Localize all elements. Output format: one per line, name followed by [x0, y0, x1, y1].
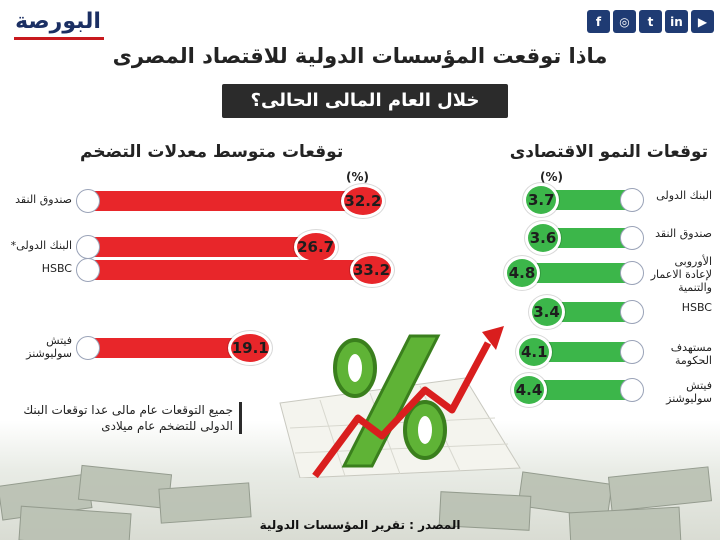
growth-bar — [520, 263, 632, 283]
twitter-icon[interactable]: t — [639, 10, 662, 33]
growth-category-label: صندوق النقد — [655, 227, 712, 240]
growth-category-label: مستهدف الحكومة — [670, 341, 712, 367]
brand-logo-underline — [14, 37, 104, 40]
growth-value-label: 3.6 — [525, 221, 561, 255]
egypt-eagle-icon — [620, 340, 644, 364]
growth-category-label: البنك الدولى — [656, 189, 712, 202]
facebook-icon[interactable]: f — [587, 10, 610, 33]
growth-value-label: 3.7 — [523, 183, 560, 217]
inflation-value-label: 33.2 — [349, 253, 394, 287]
brand-logo-text: البورصة — [15, 9, 101, 34]
inflation-bar — [88, 191, 365, 211]
growth-bar — [544, 302, 632, 322]
inflation-unit: % — [351, 170, 364, 184]
world-bank-icon — [620, 188, 644, 212]
brand-logo[interactable]: البورصة — [8, 6, 108, 42]
growth-value-label: 4.1 — [516, 335, 553, 369]
growth-unit-label: (%) — [540, 170, 563, 184]
ebrd-icon — [620, 261, 644, 285]
page-title: ماذا توقعت المؤسسات الدولية للاقتصاد الم… — [112, 44, 608, 68]
growth-category-label: الأوروبى لإعادة الاعمار والتنمية — [650, 255, 712, 294]
social-links: f ◎ t in ▶ — [587, 10, 714, 33]
inflation-value-label: 32.2 — [340, 184, 385, 218]
subtitle-box — [222, 84, 508, 118]
imf-icon — [620, 226, 644, 250]
inflation-unit-label: (%) — [346, 170, 369, 184]
inflation-category-label: HSBC — [41, 262, 72, 275]
money-pile-decoration — [0, 464, 713, 540]
growth-category-label: HSBC — [681, 301, 712, 314]
growth-category-label: فيتش سوليوشنز — [666, 379, 712, 405]
linkedin-icon[interactable]: in — [665, 10, 688, 33]
trend-arrow-decoration — [312, 326, 504, 478]
growth-bar — [527, 380, 632, 400]
growth-chart-title: توقعات النمو الاقتصادى — [509, 142, 708, 162]
growth-value-label: 4.8 — [504, 256, 540, 290]
hsbc-icon — [76, 258, 100, 282]
growth-bar — [539, 190, 632, 210]
percent-arrow-illustration — [279, 326, 521, 478]
inflation-value-label: 26.7 — [293, 230, 338, 264]
growth-unit: % — [545, 170, 558, 184]
fitch-icon — [620, 378, 644, 402]
inflation-chart-title: توقعات متوسط معدلات التضخم — [80, 142, 344, 162]
youtube-icon[interactable]: ▶ — [691, 10, 714, 33]
footnote: جميع التوقعات عام مالى عدا توقعات البنك … — [6, 402, 242, 434]
hsbc-icon — [620, 300, 644, 324]
imf-icon — [76, 189, 100, 213]
source-credit: المصدر : تقرير المؤسسات الدولية — [259, 518, 461, 532]
inflation-bar — [88, 237, 318, 257]
inflation-category-label: صندوق النقد — [15, 193, 72, 206]
fitch-icon — [76, 336, 100, 360]
instagram-icon[interactable]: ◎ — [613, 10, 636, 33]
inflation-bar — [88, 338, 253, 358]
inflation-value-label: 19.1 — [228, 331, 273, 365]
page-subtitle: خلال العام المالى الحالى؟ — [250, 90, 480, 111]
inflation-category-label: البنك الدولى* — [10, 239, 72, 252]
world-bank-icon — [76, 235, 100, 259]
growth-value-label: 3.4 — [528, 295, 565, 329]
inflation-bar — [88, 260, 374, 280]
growth-bar — [532, 342, 632, 362]
growth-bar — [541, 228, 632, 248]
growth-value-label: 4.4 — [511, 373, 547, 407]
inflation-category-label: فيتش سوليوشنز — [26, 334, 72, 360]
